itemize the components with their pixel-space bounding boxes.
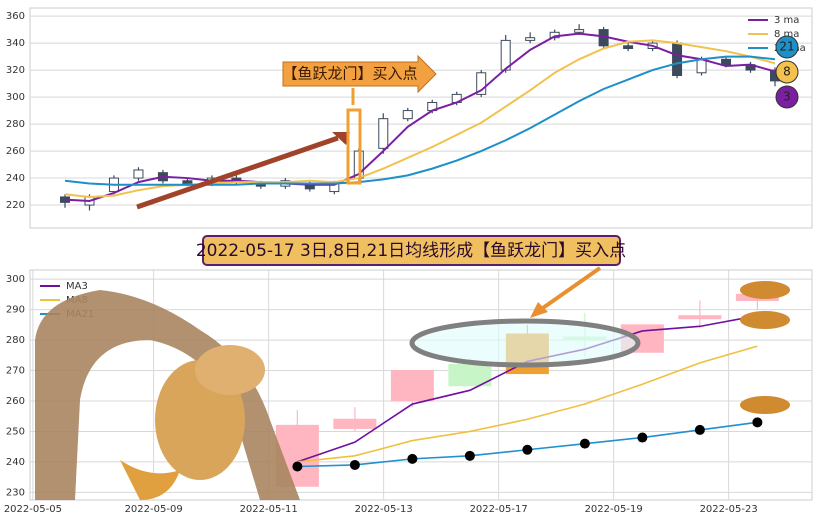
candle-body — [476, 72, 487, 95]
x-tick-label: 2022-05-17 — [470, 504, 528, 515]
candle-body — [500, 39, 511, 71]
carp — [740, 281, 790, 299]
annotation: 【鱼跃龙门】买入点 — [282, 65, 417, 83]
candle-body — [525, 37, 536, 41]
y-tick-label: 300 — [6, 92, 25, 103]
candle-body — [678, 315, 722, 320]
ma-marker — [694, 424, 705, 435]
legend-label: MA3 — [66, 281, 88, 292]
highlight-box — [346, 108, 362, 185]
y-tick-label: 340 — [6, 38, 25, 49]
x-tick-label: 2022-05-11 — [240, 504, 298, 515]
y-tick-label: 300 — [6, 274, 25, 285]
pointer-arrow-head — [530, 302, 548, 318]
candle-body — [133, 169, 144, 179]
badge-label: 21 — [779, 40, 794, 54]
pointer-arrow — [538, 266, 602, 312]
title-banner — [202, 235, 621, 266]
chart-title: 2022-05-17 3日,8日,21日均线形成【鱼跃龙门】买入点 — [196, 241, 626, 261]
badge — [775, 85, 799, 109]
badge — [775, 35, 799, 59]
x-tick-label: 2022-05-09 — [125, 504, 183, 515]
badge-label: 3 — [783, 90, 791, 104]
highlight-ellipse — [409, 318, 641, 368]
ma-marker — [349, 459, 360, 470]
carp — [740, 396, 790, 414]
legend-label: 3 ma — [774, 15, 799, 26]
ma-marker — [292, 461, 303, 472]
trend-arrow — [136, 135, 339, 210]
candle-body — [378, 118, 389, 149]
y-tick-label: 250 — [6, 426, 25, 437]
y-tick-label: 320 — [6, 65, 25, 76]
ma-marker — [522, 444, 533, 455]
legend-label: 8 ma — [774, 29, 799, 40]
ma-marker — [464, 450, 475, 461]
badge-label: 8 — [783, 65, 791, 79]
ma-marker — [579, 438, 590, 449]
x-tick-label: 2022-05-13 — [355, 504, 413, 515]
badge — [775, 60, 799, 84]
candle-body — [402, 110, 413, 120]
candle-body — [696, 58, 707, 74]
x-tick-label: 2022-05-23 — [700, 504, 758, 515]
ma-line — [64, 32, 776, 203]
carp — [740, 311, 790, 329]
candle-body — [721, 58, 732, 66]
x-tick-label: 2022-05-05 — [4, 504, 62, 515]
y-tick-label: 230 — [6, 487, 25, 498]
ma-marker — [752, 417, 763, 428]
decorations — [35, 54, 790, 500]
candle-body — [333, 418, 377, 429]
y-tick-label: 220 — [6, 200, 25, 211]
y-tick-label: 280 — [6, 119, 25, 130]
ma-marker — [407, 453, 418, 464]
ma-marker — [637, 432, 648, 443]
y-tick-label: 360 — [6, 11, 25, 22]
y-tick-label: 240 — [6, 457, 25, 468]
candle-body — [390, 370, 434, 402]
y-tick-label: 260 — [6, 146, 25, 157]
dog-head — [195, 345, 265, 395]
candle-body — [623, 45, 634, 49]
y-tick-label: 280 — [6, 335, 25, 346]
candle-body — [182, 180, 193, 184]
y-tick-label: 290 — [6, 305, 25, 316]
ma-line — [64, 55, 776, 186]
fish-tail — [120, 460, 180, 500]
trend-arrow-head — [332, 132, 350, 145]
gate-decoration — [35, 290, 300, 500]
annotation-arrow — [282, 54, 437, 94]
y-tick-label: 240 — [6, 173, 25, 184]
x-tick-label: 2022-05-19 — [585, 504, 643, 515]
candle-body — [672, 42, 683, 76]
y-tick-label: 260 — [6, 396, 25, 407]
candle-body — [574, 29, 585, 33]
ma-line — [297, 345, 758, 463]
y-tick-label: 270 — [6, 366, 25, 377]
